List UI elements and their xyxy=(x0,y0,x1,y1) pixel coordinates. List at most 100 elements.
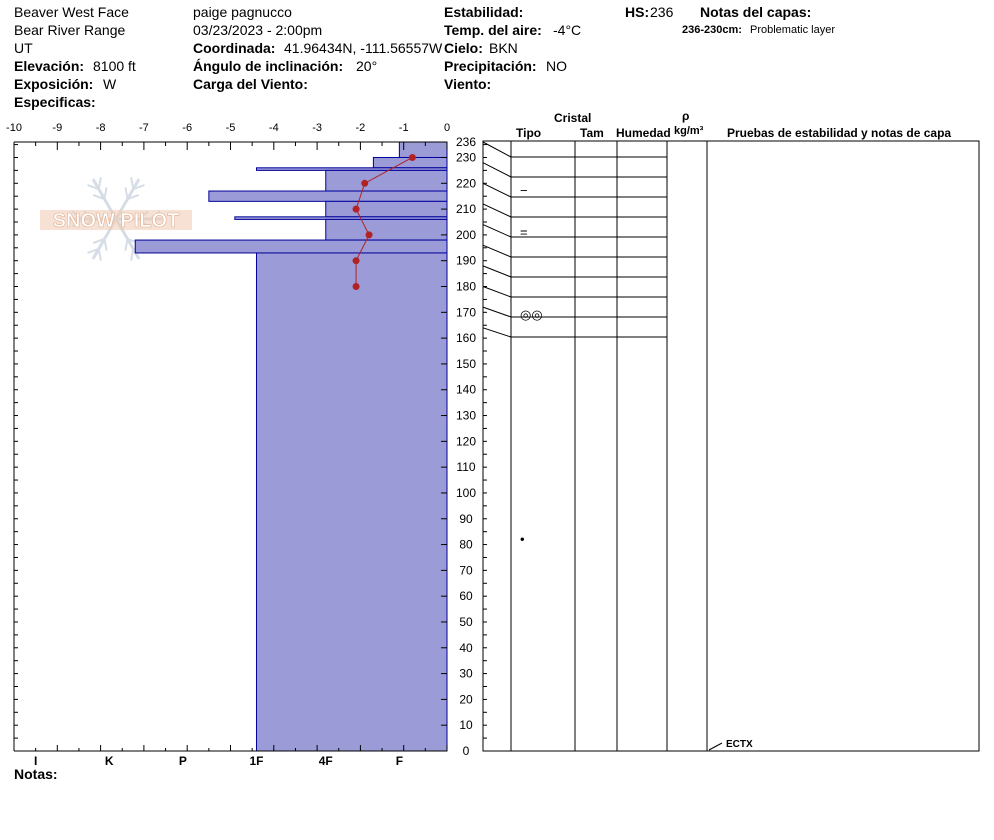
temp-tick-label: -5 xyxy=(226,122,236,134)
grain-type-symbol: − xyxy=(520,183,528,198)
hardness-label: P xyxy=(179,754,187,768)
layer-connector xyxy=(482,306,512,318)
temperature-point xyxy=(361,179,369,187)
depth-tick-label: 170 xyxy=(456,305,476,319)
depth-tick-label: 236 xyxy=(456,135,476,149)
hardness-bar xyxy=(208,190,448,202)
observation-datetime: 03/23/2023 - 2:00pm xyxy=(193,22,323,38)
sky-label: Cielo: xyxy=(444,40,483,56)
air-temp-value: -4°C xyxy=(553,22,582,38)
grain-type-symbol: • xyxy=(520,531,525,546)
snowflake-branch xyxy=(97,177,102,190)
notes-label: Notas: xyxy=(14,766,58,782)
snowflake-branch xyxy=(127,194,140,201)
temp-tick-label: -2 xyxy=(356,122,366,134)
precip-label: Precipitación: xyxy=(444,58,537,74)
depth-tick-label: 160 xyxy=(456,331,476,345)
wind-load-label: Carga del Viento: xyxy=(193,76,308,92)
temperature-profile xyxy=(352,153,416,291)
depth-tick-label: 230 xyxy=(456,150,476,164)
crystal-table: − = ◎◎ • ECTX xyxy=(482,141,753,751)
specifics-label: Especificas: xyxy=(14,94,96,110)
range-name: Bear River Range xyxy=(14,22,126,38)
snowflake-branch xyxy=(132,184,145,191)
layer-connector xyxy=(482,265,512,278)
temp-tick-label: -7 xyxy=(139,122,149,134)
depth-tick-label: 110 xyxy=(456,460,475,474)
depth-tick-label: 30 xyxy=(459,667,473,681)
slope-label: Ángulo de inclinación: xyxy=(193,58,344,74)
temperature-point xyxy=(352,257,360,265)
aspect-label: Exposición: xyxy=(14,76,94,92)
depth-tick-label: 200 xyxy=(456,228,476,242)
grain-type-symbol: ◎◎ xyxy=(520,307,543,322)
layer-note-text: Problematic layer xyxy=(750,24,835,36)
depth-tick-label: 100 xyxy=(456,486,476,500)
elevation-value: 8100 ft xyxy=(93,58,136,74)
wind-label: Viento: xyxy=(444,76,492,92)
crystal-header: Cristal xyxy=(554,111,592,125)
stability-label: Estabilidad: xyxy=(444,4,524,20)
depth-tick-label: 80 xyxy=(459,538,473,552)
depth-tick-label: 150 xyxy=(456,357,476,371)
hardness-bar xyxy=(255,252,448,752)
observer-name: paige pagnucco xyxy=(193,4,292,20)
depth-tick-label: 220 xyxy=(456,176,476,190)
snowflake-branch xyxy=(124,187,129,200)
depth-tick-label: 10 xyxy=(459,718,473,732)
hardness-bar xyxy=(325,218,448,241)
elevation-label: Elevación: xyxy=(14,58,85,74)
tests-header: Pruebas de estabilidad y notas de capa xyxy=(727,126,952,140)
depth-tick-label: 140 xyxy=(456,383,476,397)
layer-notes-label: Notas del capas: xyxy=(700,4,812,20)
depth-tick-label: 120 xyxy=(456,434,476,448)
coordinate-value: 41.96434N, -111.56557W xyxy=(284,40,443,56)
layer-connector xyxy=(482,203,512,218)
density-unit-header: kg/m³ xyxy=(674,125,704,137)
hardness-bar xyxy=(325,169,448,192)
temp-tick-label: -10 xyxy=(6,122,22,134)
temp-tick-label: -3 xyxy=(312,122,322,134)
depth-tick-label: 50 xyxy=(459,615,473,629)
temp-tick-label: 0 xyxy=(444,122,450,134)
depth-tick-label: 20 xyxy=(459,692,473,706)
grain-type-symbol: = xyxy=(520,224,528,239)
hardness-label: 1F xyxy=(249,754,263,768)
depth-tick-label: 130 xyxy=(456,409,476,423)
snowflake-branch xyxy=(124,238,129,251)
type-header: Tipo xyxy=(516,126,542,140)
hardness-profile xyxy=(134,141,448,752)
size-header: Tam xyxy=(580,126,604,140)
depth-tick-label: 90 xyxy=(459,512,473,526)
depth-tick-label: 0 xyxy=(463,744,470,758)
snowflake-branch xyxy=(103,187,108,200)
hs-value: 236 xyxy=(650,4,674,20)
depth-tick-label: 210 xyxy=(456,202,476,216)
depth-tick-label: 70 xyxy=(459,563,473,577)
depth-tick-label: 190 xyxy=(456,254,476,268)
location-name: Beaver West Face xyxy=(14,4,129,20)
snowflake-branch xyxy=(130,248,135,261)
layer-connector xyxy=(482,327,512,338)
rho-header: ρ xyxy=(682,109,690,123)
snowflake-branch xyxy=(92,237,105,244)
slope-value: 20° xyxy=(356,58,378,74)
layer-connector xyxy=(482,162,512,178)
temp-tick-label: -9 xyxy=(52,122,62,134)
temp-tick-label: -8 xyxy=(96,122,106,134)
aspect-value: W xyxy=(103,76,117,92)
snowflake-branch xyxy=(130,177,135,190)
layer-connector xyxy=(482,182,512,198)
temperature-point xyxy=(352,283,360,291)
depth-tick-label: 180 xyxy=(456,280,476,294)
hardness-bar xyxy=(325,200,448,218)
temp-tick-label: -4 xyxy=(269,122,279,134)
hs-label: HS: xyxy=(625,4,650,20)
hardness-bar xyxy=(134,239,448,254)
temp-tick-label: -6 xyxy=(182,122,192,134)
right-panel-frame xyxy=(482,140,980,752)
hardness-label: 4F xyxy=(319,754,333,768)
chart-axes: -10 -9 -8 -7 -6 -5 -4 -3 -2 -1 0I K P 1F 4F F2362302202… xyxy=(6,122,487,768)
hardness-bar xyxy=(398,141,448,158)
